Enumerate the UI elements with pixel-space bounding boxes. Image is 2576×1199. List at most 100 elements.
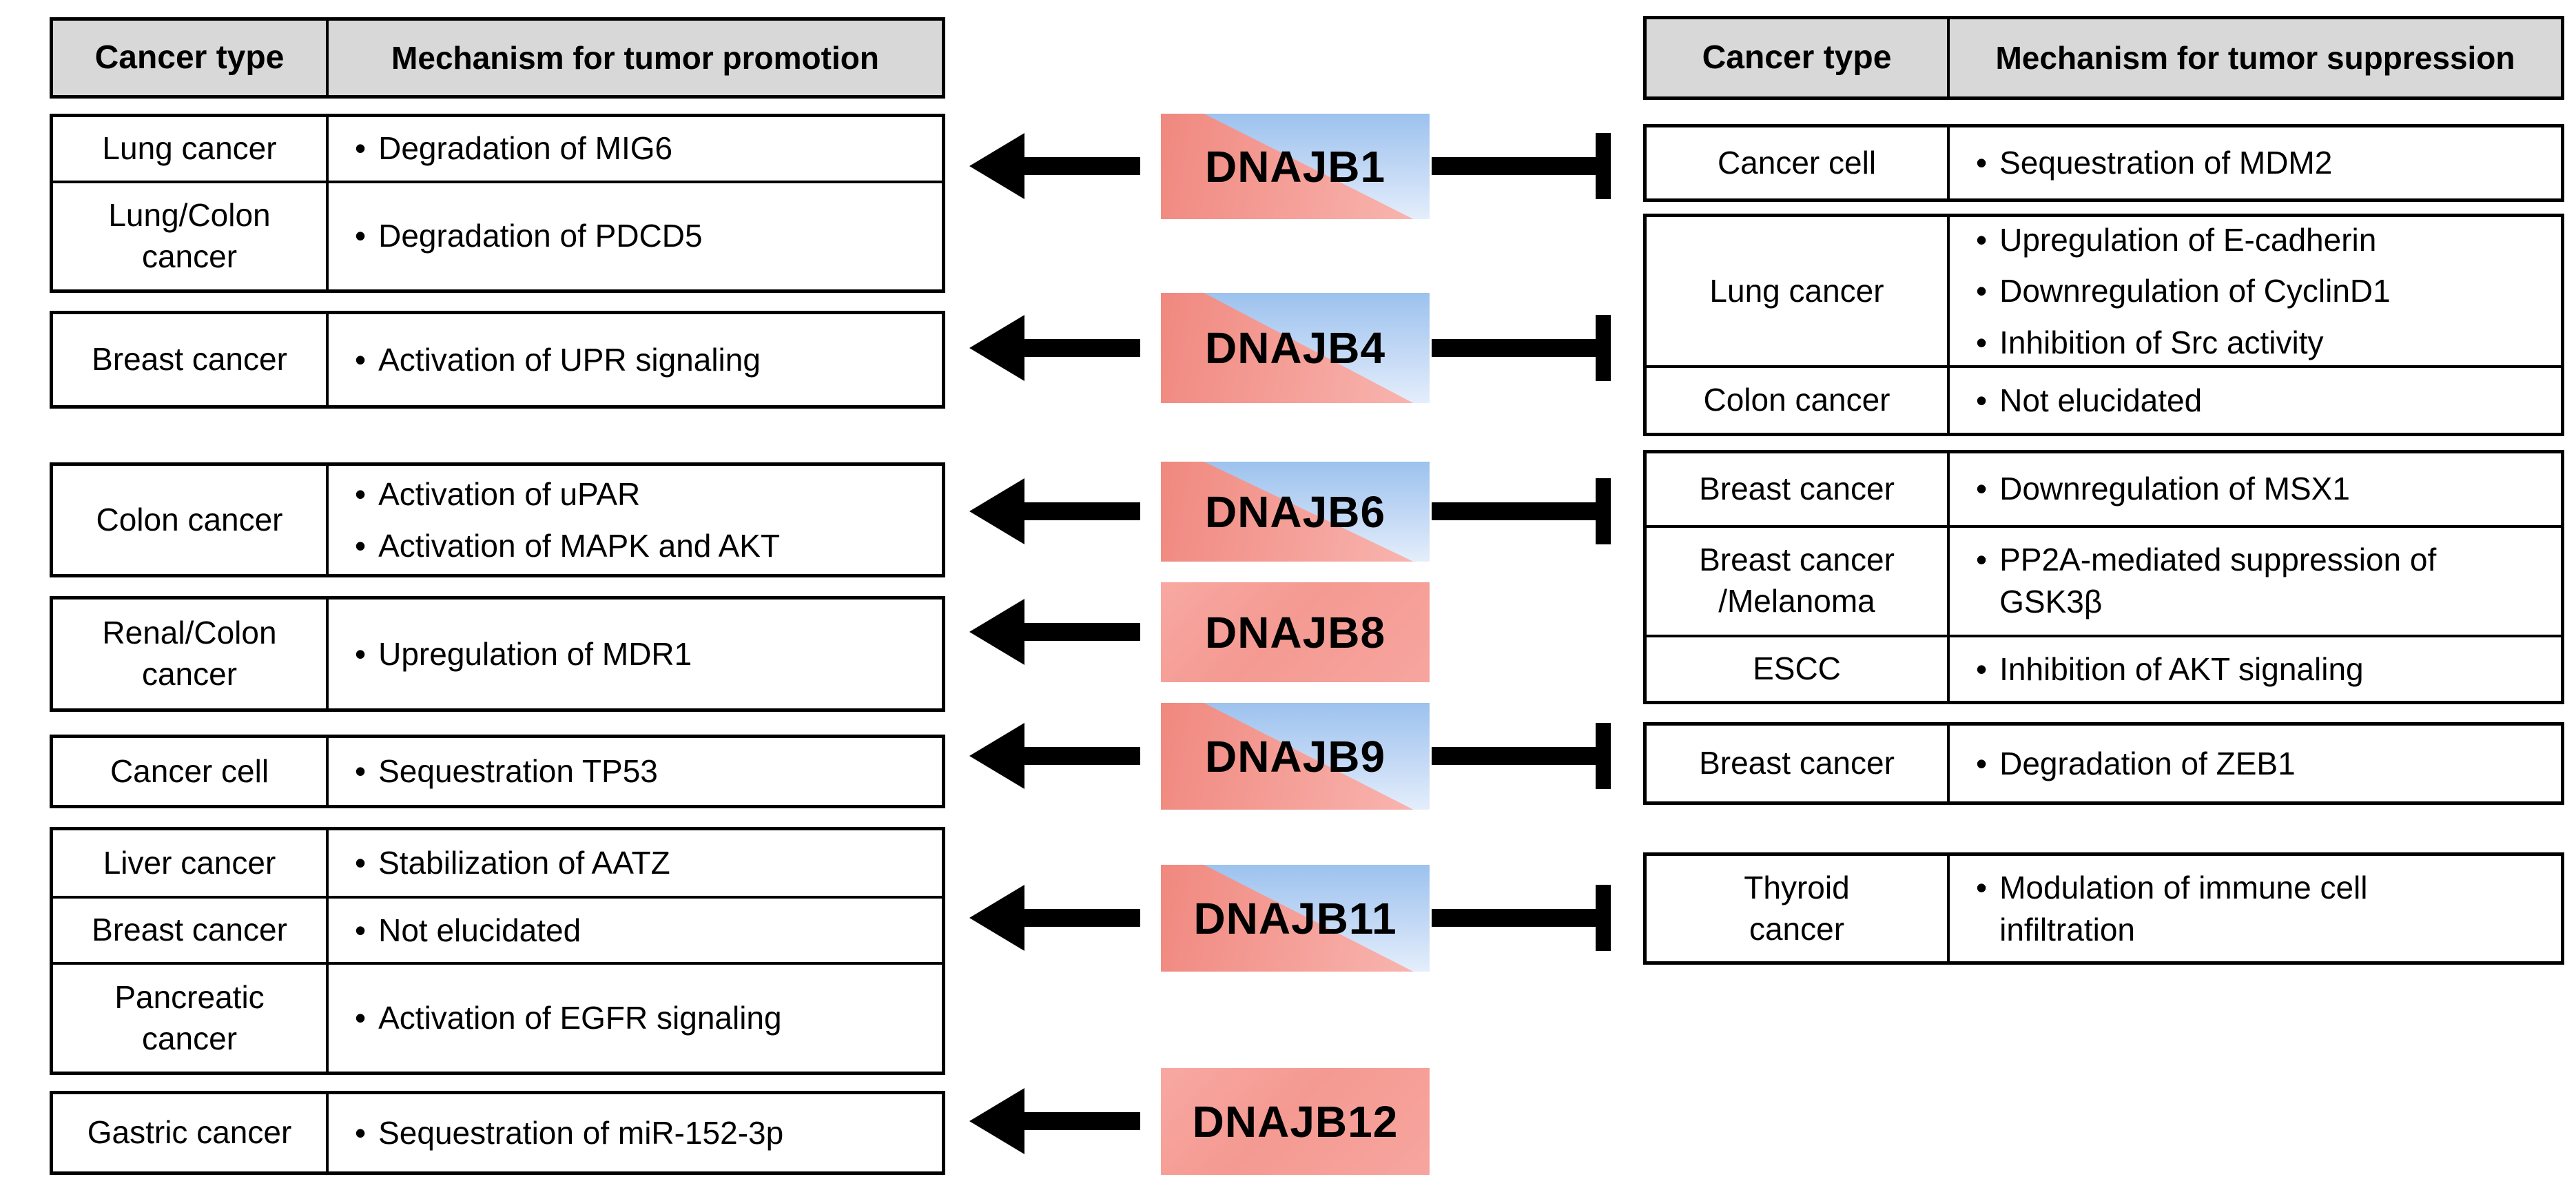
left-group-dnajb4: Breast cancer • Activation of UPR signali… — [50, 311, 945, 409]
arrow-shaft — [1024, 623, 1140, 641]
mechanism-item: • Degradation of MIG6 — [355, 127, 925, 170]
mechanism-item: • Not elucidated — [1976, 380, 2544, 422]
tbar-shaft — [1432, 157, 1596, 175]
arrowhead-icon — [969, 1088, 1024, 1154]
mechanism-cell: • Upregulation of MDR1 — [329, 600, 942, 708]
inhibition-bar-icon — [1596, 315, 1611, 381]
mechanism-item: • Downregulation of CyclinD1 — [1976, 270, 2544, 312]
mechanism-item: • Not elucidated — [355, 910, 925, 952]
table-row: Liver cancer • Stabilization of AATZ — [53, 830, 942, 896]
suppression-tbar-dnajb6 — [1432, 478, 1611, 544]
cancer-type-cell: Breast cancer /Melanoma — [1647, 527, 1950, 635]
bullet-glyph: • — [355, 1114, 367, 1151]
protein-label: DNAJB11 — [1193, 893, 1397, 943]
arrowhead-icon — [969, 723, 1024, 789]
arrow-shaft — [1024, 157, 1140, 175]
table-row: Lung cancer • Degradation of MIG6 — [53, 117, 942, 181]
arrowhead-icon — [969, 885, 1024, 951]
bullet-glyph: • — [1976, 471, 1988, 507]
mechanism-cell: • Degradation of ZEB1 — [1950, 726, 2561, 801]
mechanism-cell: • Sequestration of MDM2 — [1950, 127, 2561, 198]
arrowhead-icon — [969, 315, 1024, 381]
table-row: Colon cancer • Not elucidated — [1647, 365, 2561, 433]
right-group-dnajb4: Lung cancer • Upregulation of E-cadherin … — [1643, 214, 2564, 436]
bullet-glyph: • — [355, 527, 367, 564]
table-row: Renal/Colon cancer • Upregulation of MDR1 — [53, 600, 942, 708]
table-row: Breast cancer /Melanoma • PP2A-mediated s… — [1647, 524, 2561, 635]
tbar-shaft — [1432, 502, 1596, 520]
arrow-shaft — [1024, 909, 1140, 927]
mechanism-cell: • Activation of uPAR • Activation of MAPK … — [329, 466, 942, 574]
table-row: Breast cancer • Activation of UPR signali… — [53, 314, 942, 405]
cancer-type-cell: Cancer cell — [53, 738, 329, 805]
protein-box-dnajb1: DNAJB1 — [1161, 114, 1430, 219]
suppression-tbar-dnajb4 — [1432, 315, 1611, 381]
bullet-glyph: • — [355, 1000, 367, 1036]
bullet-glyph: • — [355, 912, 367, 948]
bullet-glyph: • — [1976, 869, 1988, 905]
cancer-type-cell: Gastric cancer — [53, 1094, 329, 1171]
mechanism-cell: • Inhibition of AKT signaling — [1950, 637, 2561, 701]
mechanism-item: • Sequestration of miR-152-3p — [355, 1112, 925, 1154]
cancer-type-cell: ESCC — [1647, 637, 1950, 701]
arrowhead-icon — [969, 478, 1024, 544]
table-row: Lung cancer • Upregulation of E-cadherin … — [1647, 217, 2561, 366]
right-table-header: Cancer type Mechanism for tumor suppress… — [1643, 16, 2564, 100]
mechanism-cell: • Not elucidated — [329, 899, 942, 962]
cancer-type-cell: Lung cancer — [53, 117, 329, 181]
table-row: Cancer cell • Sequestration TP53 — [53, 738, 942, 805]
cancer-type-cell: Breast cancer — [53, 899, 329, 963]
bullet-glyph: • — [355, 845, 367, 881]
protein-box-dnajb12: DNAJB12 — [1161, 1068, 1430, 1175]
mechanism-cell: • Activation of EGFR signaling — [329, 965, 942, 1072]
bullet-glyph: • — [355, 635, 367, 672]
table-row: Cancer cell • Sequestration of MDM2 — [1647, 127, 2561, 198]
left-group-dnajb12: Gastric cancer • Sequestration of miR-152… — [50, 1091, 945, 1175]
mechanism-item: • Sequestration of MDM2 — [1976, 142, 2544, 184]
bullet-glyph: • — [1976, 221, 1988, 258]
left-header-cancer-type: Cancer type — [53, 21, 329, 95]
bullet-glyph: • — [355, 130, 367, 167]
right-group-dnajb1: Cancer cell • Sequestration of MDM2 — [1643, 124, 2564, 202]
left-group-dnajb1: Lung cancer • Degradation of MIG6 Lung/Co… — [50, 114, 945, 293]
bullet-glyph: • — [355, 218, 367, 254]
promotion-arrow-dnajb6 — [969, 478, 1140, 544]
cancer-type-cell: Lung cancer — [1647, 217, 1950, 366]
mechanism-cell: • Upregulation of E-cadherin • Downregulat… — [1950, 217, 2561, 365]
arrow-shaft — [1024, 339, 1140, 357]
arrowhead-icon — [969, 599, 1024, 665]
mechanism-cell: • Stabilization of AATZ — [329, 830, 942, 896]
table-row: Gastric cancer • Sequestration of miR-152… — [53, 1094, 942, 1171]
cancer-type-cell: Thyroid cancer — [1647, 856, 1950, 961]
cancer-type-cell: Colon cancer — [53, 466, 329, 574]
table-row: Breast cancer • Degradation of ZEB1 — [1647, 726, 2561, 801]
mechanism-item: • Activation of EGFR signaling — [355, 997, 925, 1039]
mechanism-item: • Activation of UPR signaling — [355, 339, 925, 381]
table-row: Breast cancer • Not elucidated — [53, 896, 942, 963]
right-header-cancer-type: Cancer type — [1647, 19, 1950, 96]
tbar-shaft — [1432, 747, 1596, 765]
cancer-type-cell: Breast cancer — [1647, 726, 1950, 801]
tbar-shaft — [1432, 909, 1596, 927]
protein-label: DNAJB9 — [1204, 731, 1386, 781]
inhibition-bar-icon — [1596, 133, 1611, 199]
mechanism-item: • Stabilization of AATZ — [355, 842, 925, 884]
table-row: Pancreatic cancer • Activation of EGFR si… — [53, 962, 942, 1072]
protein-label: DNAJB12 — [1192, 1096, 1399, 1147]
suppression-tbar-dnajb9 — [1432, 723, 1611, 789]
protein-box-dnajb6: DNAJB6 — [1161, 462, 1430, 562]
promotion-arrow-dnajb11 — [969, 885, 1140, 951]
mechanism-item: • Inhibition of AKT signaling — [1976, 648, 2544, 690]
mechanism-cell: • Activation of UPR signaling — [329, 314, 942, 405]
arrow-shaft — [1024, 747, 1140, 765]
mechanism-item: • Degradation of PDCD5 — [355, 215, 925, 257]
table-row: Breast cancer • Downregulation of MSX1 — [1647, 453, 2561, 525]
left-group-dnajb9: Cancer cell • Sequestration TP53 — [50, 735, 945, 808]
cancer-type-cell: Lung/Colon cancer — [53, 183, 329, 289]
bullet-glyph: • — [1976, 324, 1988, 360]
mechanism-cell: • Sequestration TP53 — [329, 738, 942, 805]
mechanism-item: • Upregulation of E-cadherin — [1976, 219, 2544, 261]
mechanism-cell: • Degradation of PDCD5 — [329, 183, 942, 289]
mechanism-item: • Activation of MAPK and AKT — [355, 525, 925, 567]
right-group-dnajb9: Breast cancer • Degradation of ZEB1 — [1643, 722, 2564, 805]
